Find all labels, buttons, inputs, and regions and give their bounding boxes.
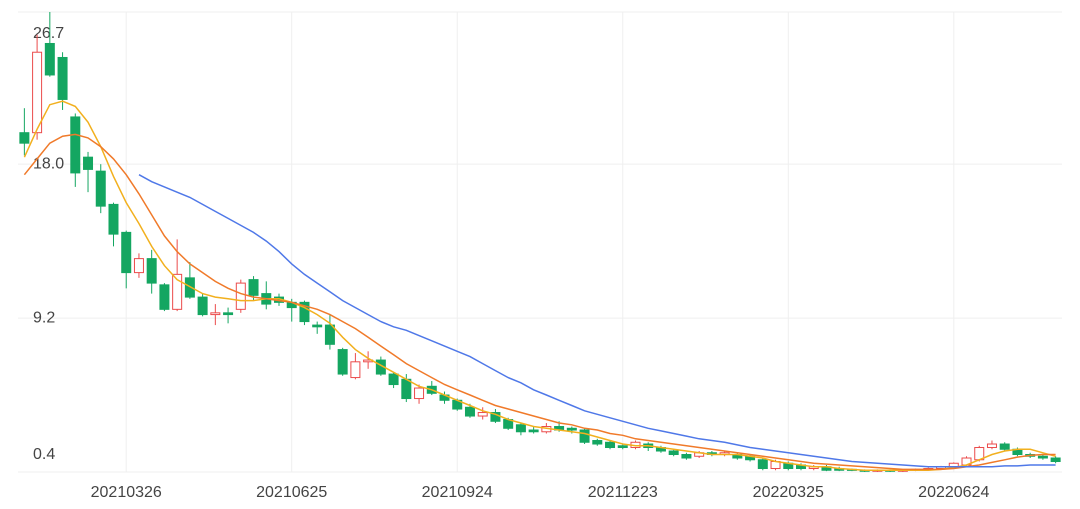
candle-body xyxy=(324,324,335,345)
candle-body xyxy=(579,429,590,443)
y-tick-label: 0.4 xyxy=(33,446,55,463)
candle-body xyxy=(414,387,425,400)
candle-body xyxy=(350,361,361,379)
candle-body xyxy=(757,459,768,470)
candle-body xyxy=(133,258,144,274)
candle-body xyxy=(32,51,43,134)
candle-body xyxy=(668,450,679,456)
candle-body xyxy=(337,349,348,375)
candle-body xyxy=(299,301,310,323)
candle-body xyxy=(617,445,628,449)
x-tick-label: 20210326 xyxy=(91,484,162,501)
moving-average-line xyxy=(23,100,1056,472)
candle-body xyxy=(528,429,539,433)
candle-body xyxy=(248,279,259,296)
candle-body xyxy=(108,203,119,235)
candle-body xyxy=(121,231,132,274)
candle-body xyxy=(19,132,30,144)
candle-body xyxy=(515,424,526,433)
candle-body xyxy=(159,284,170,310)
candle-body xyxy=(44,42,55,76)
candle-body xyxy=(999,443,1010,450)
candle-body xyxy=(592,440,603,445)
candle-body xyxy=(464,406,475,417)
candle-body xyxy=(197,296,208,316)
candle-body xyxy=(172,273,183,310)
candle-body xyxy=(184,277,195,298)
candle-body xyxy=(605,441,616,449)
moving-average-line xyxy=(138,174,1056,468)
candle-body xyxy=(57,56,68,100)
candle-body xyxy=(235,282,246,310)
x-tick-label: 20210625 xyxy=(256,484,327,501)
x-tick-label: 20210924 xyxy=(422,484,493,501)
candle-body xyxy=(681,454,692,459)
x-tick-label: 20220325 xyxy=(753,484,824,501)
candle-body xyxy=(986,443,997,449)
y-tick-label: 18.0 xyxy=(33,155,64,172)
candle-body xyxy=(83,156,94,170)
moving-average-line xyxy=(23,133,1056,471)
x-tick-label: 20220624 xyxy=(918,484,989,501)
candle-body xyxy=(312,324,323,328)
candle-body xyxy=(95,170,106,207)
candle-body xyxy=(1037,455,1048,459)
candle-body xyxy=(388,373,399,386)
candle-body xyxy=(1050,457,1061,463)
candle-body xyxy=(146,258,157,284)
candle-body xyxy=(223,312,234,316)
candle-body xyxy=(566,427,577,431)
x-tick-label: 20211223 xyxy=(588,484,658,501)
candle-body xyxy=(210,312,221,316)
candle-body xyxy=(70,116,81,174)
y-tick-label: 26.7 xyxy=(33,25,64,42)
candle-body xyxy=(401,378,412,400)
candle-body xyxy=(477,412,488,417)
y-tick-label: 9.2 xyxy=(33,309,55,326)
